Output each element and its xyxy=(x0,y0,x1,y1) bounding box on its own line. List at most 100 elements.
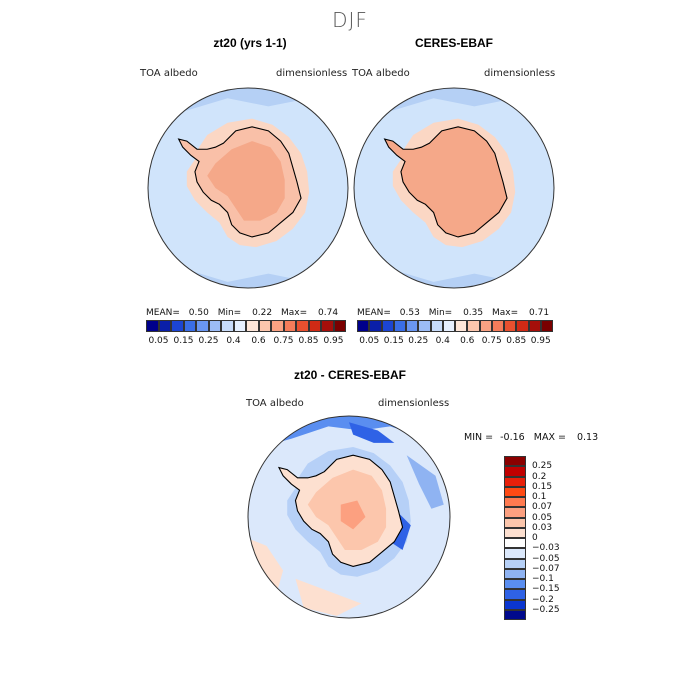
diff-left-label: TOA albedo xyxy=(246,398,304,409)
colorbar-tick-label: 0.1 xyxy=(532,492,547,502)
diff-title: zt20 - CERES-EBAF xyxy=(293,368,406,382)
colorbar-labels-diff: 0.25 0.2 0.15 0.1 0.07 0.05 0.03 0 −0.03 −0.05 −0.… xyxy=(532,456,592,620)
colorbar-tick-label: 0.07 xyxy=(532,502,553,513)
colorbar-swatch xyxy=(183,320,196,332)
colorbar-swatch xyxy=(504,599,526,610)
colorbar-tick-label: −0.05 xyxy=(532,553,560,564)
colorbar-tick-label: 0.75 xyxy=(273,336,294,346)
colorbar-swatch xyxy=(196,320,209,332)
stats-obs: MEAN= 0.53 Min= 0.35 Max= 0.71 xyxy=(357,308,549,318)
colorbar-tick-label: −0.1 xyxy=(532,574,554,584)
stat-label: Min= xyxy=(217,308,242,318)
colorbar-swatch xyxy=(171,320,184,332)
panel-title-obs: CERES-EBAF xyxy=(414,36,493,50)
colorbar-diff xyxy=(504,456,526,620)
colorbar-tick-label: 0.05 xyxy=(148,336,169,346)
colorbar-tick-label: 0.85 xyxy=(506,336,527,346)
colorbar-tick-label: −0.25 xyxy=(532,604,560,615)
colorbar-swatch xyxy=(504,497,526,508)
stat-max: 0.13 xyxy=(576,432,599,443)
colorbar-tick-label: 0.03 xyxy=(532,522,553,533)
colorbar-swatch xyxy=(504,568,526,579)
stat-mean: 0.53 xyxy=(399,308,420,318)
colorbar-tick-label: 0.15 xyxy=(173,336,194,346)
stat-label: Max= xyxy=(281,308,308,318)
colorbar-swatch xyxy=(208,320,221,332)
colorbar-swatch xyxy=(283,320,296,332)
colorbar-tick-label: 0 xyxy=(532,533,538,543)
stat-label: MEAN= xyxy=(357,308,391,318)
colorbar-obs xyxy=(357,320,553,332)
colorbar-swatch xyxy=(504,609,526,620)
colorbar-swatch xyxy=(504,589,526,600)
colorbar-swatch xyxy=(333,320,346,332)
stat-mean: 0.50 xyxy=(188,308,209,318)
colorbar-labels-obs: 0.05 0.15 0.25 0.4 0.6 0.75 0.85 0.95 xyxy=(357,336,553,348)
stat-label: Max= xyxy=(492,308,519,318)
colorbar-swatch xyxy=(467,320,480,332)
colorbar-swatch xyxy=(504,558,526,569)
colorbar-tick-label: −0.2 xyxy=(532,594,554,605)
colorbar-swatch xyxy=(540,320,553,332)
colorbar-tick-label: −0.07 xyxy=(532,563,560,574)
colorbar-swatch xyxy=(528,320,541,332)
colorbar-swatch xyxy=(393,320,406,332)
map-border xyxy=(247,415,451,619)
panel-right-label-model: dimensionless xyxy=(276,68,348,79)
colorbar-tick-label: 0.2 xyxy=(532,471,547,482)
continent-fill xyxy=(384,126,508,237)
stat-max: 0.71 xyxy=(529,308,550,318)
stat-label: MAX = xyxy=(533,432,566,443)
panel-left-label-obs: TOA albedo xyxy=(352,68,410,79)
colorbar-swatch xyxy=(516,320,529,332)
colorbar-swatch xyxy=(504,507,526,518)
stat-label: MIN = xyxy=(464,432,494,443)
season-title: DJF xyxy=(332,8,368,32)
colorbar-swatch xyxy=(491,320,504,332)
panel-title-model: zt20 (yrs 1-1) xyxy=(213,36,287,50)
continent-interior xyxy=(207,141,285,221)
colorbar-tick-label: −0.15 xyxy=(532,584,560,595)
map-border xyxy=(353,87,555,289)
colorbar-swatch xyxy=(455,320,468,332)
colorbar-swatch xyxy=(504,486,526,497)
polar-map-model xyxy=(147,87,349,289)
colorbar-swatch xyxy=(271,320,284,332)
colorbar-swatch xyxy=(442,320,455,332)
colorbar-swatch xyxy=(246,320,259,332)
stats-model: MEAN= 0.50 Min= 0.22 Max= 0.74 xyxy=(146,308,338,318)
colorbar-tick-label: 0.4 xyxy=(226,336,241,346)
stat-min: -0.16 xyxy=(500,432,525,443)
colorbar-swatch xyxy=(418,320,431,332)
colorbar-tick-label: 0.85 xyxy=(298,336,319,346)
map-border xyxy=(147,87,349,289)
colorbar-swatch xyxy=(504,456,526,467)
strong-negative-anomaly xyxy=(349,422,395,443)
panel-left-label-model: TOA albedo xyxy=(140,68,198,79)
colorbar-tick-label: 0.15 xyxy=(532,481,553,492)
colorbar-swatch xyxy=(357,320,370,332)
colorbar-swatch xyxy=(430,320,443,332)
coastline xyxy=(177,126,302,238)
colorbar-swatch xyxy=(258,320,271,332)
stat-max: 0.74 xyxy=(318,308,339,318)
colorbar-swatch xyxy=(146,320,159,332)
stat-label: MEAN= xyxy=(146,308,180,318)
polar-map-diff xyxy=(247,415,451,619)
colorbar-swatch xyxy=(504,548,526,559)
colorbar-swatch xyxy=(504,517,526,528)
polar-map-obs xyxy=(353,87,555,289)
colorbar-tick-label: 0.25 xyxy=(198,336,219,346)
colorbar-tick-label: 0.25 xyxy=(408,336,429,346)
colorbar-tick-label: 0.15 xyxy=(383,336,404,346)
colorbar-swatch xyxy=(504,538,526,549)
colorbar-labels-model: 0.05 0.15 0.25 0.4 0.6 0.75 0.85 0.95 xyxy=(146,336,346,348)
stat-label: Min= xyxy=(428,308,453,318)
stat-min: 0.22 xyxy=(252,308,273,318)
diff-right-label: dimensionless xyxy=(378,398,450,409)
positive-anomaly-south xyxy=(295,578,362,616)
colorbar-swatch xyxy=(321,320,334,332)
colorbar-swatch xyxy=(381,320,394,332)
colorbar-model xyxy=(146,320,346,332)
colorbar-swatch xyxy=(308,320,321,332)
